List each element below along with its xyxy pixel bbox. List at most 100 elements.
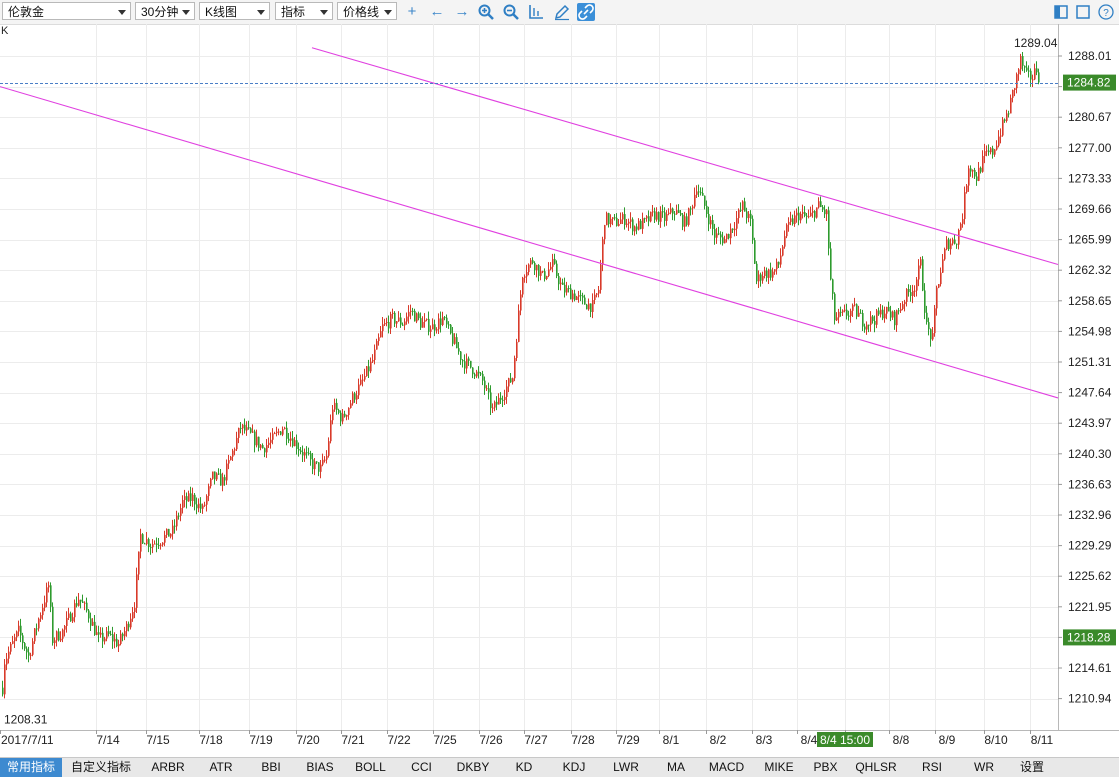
indicator-tab[interactable]: KD	[515, 760, 533, 774]
candle-body	[34, 628, 36, 642]
link-icon[interactable]	[577, 3, 595, 21]
candle-body	[520, 294, 522, 311]
arrow-right-icon[interactable]: →	[454, 3, 470, 20]
candle-body	[428, 318, 430, 332]
indicator-tab[interactable]: MACD	[708, 760, 745, 774]
candle-body	[390, 314, 392, 329]
candle-body	[78, 599, 80, 606]
indicator-tab[interactable]: BBI	[261, 760, 281, 774]
candle-body	[480, 373, 482, 375]
date-tick-label: 7/27	[524, 733, 548, 747]
indicator-tab[interactable]: 设置	[1019, 760, 1044, 774]
candle-body	[862, 313, 864, 327]
candle-body	[982, 155, 984, 172]
price-line-select[interactable]: 价格线	[337, 2, 397, 20]
indicator-tab[interactable]: MA	[667, 760, 685, 774]
candle-body	[696, 191, 698, 195]
candle-body	[596, 293, 598, 295]
candle-body	[324, 459, 326, 461]
candle-body	[854, 304, 856, 306]
indicator-tab[interactable]: ARBR	[151, 760, 185, 774]
candle-body	[224, 477, 226, 481]
candle-body	[672, 208, 674, 214]
date-tick-label: 8/11	[1031, 733, 1054, 747]
candle-body	[822, 206, 824, 210]
zoom-out-icon[interactable]	[502, 3, 520, 21]
indicator-tab[interactable]: MIKE	[764, 760, 794, 774]
zoom-in-icon[interactable]	[477, 3, 495, 21]
candle-body	[170, 533, 172, 537]
date-tick-label: 8/10	[984, 733, 1008, 747]
pencil-icon[interactable]	[553, 3, 571, 21]
candle-body	[778, 261, 780, 265]
candle-body	[754, 240, 756, 264]
candle-body	[362, 379, 364, 381]
price-tick-label: 1251.31	[1068, 355, 1112, 369]
candle-body	[572, 293, 574, 300]
chevron-down-icon	[384, 10, 392, 15]
candle-body	[744, 201, 746, 212]
chart-axis-icon[interactable]	[527, 3, 545, 21]
candle-body	[326, 455, 328, 460]
indicator-tab[interactable]: CCI	[411, 760, 432, 774]
indicator-tab[interactable]: QHLSR	[855, 760, 897, 774]
candle-body	[698, 191, 700, 193]
candle-body	[1028, 70, 1030, 72]
chart-kind-select[interactable]: K线图	[199, 2, 270, 20]
candle-body	[128, 623, 130, 628]
candle-body	[552, 258, 554, 267]
candle-body	[172, 525, 174, 534]
arrow-left-icon[interactable]: ←	[429, 3, 445, 20]
candle-body	[500, 397, 502, 400]
candle-body	[890, 311, 892, 318]
price-tick-label: 1254.98	[1068, 324, 1112, 338]
candle-body	[612, 217, 614, 219]
indicator-tab[interactable]: 常用指标	[0, 758, 62, 777]
candle-body	[1006, 113, 1008, 121]
candle-body	[632, 219, 634, 232]
candle-body	[856, 304, 858, 317]
candle-body	[24, 643, 26, 649]
candle-body	[274, 433, 276, 435]
candle-body	[850, 310, 852, 316]
candlestick-chart[interactable]: 1288.011284.341280.671277.001273.331269.…	[0, 24, 1119, 757]
date-tick-label: 7/18	[199, 733, 223, 747]
indicator-tab[interactable]: 自定义指标	[70, 760, 131, 774]
indicator-select[interactable]: 指标	[275, 2, 333, 20]
candle-body	[534, 262, 536, 271]
candle-body	[110, 633, 112, 635]
candle-body	[302, 452, 304, 456]
candle-body	[550, 266, 552, 270]
candle-body	[670, 208, 672, 213]
layout-split-icon[interactable]	[1052, 3, 1070, 21]
crosshair-icon[interactable]: +	[407, 3, 417, 20]
period-select[interactable]: 30分钟	[135, 2, 195, 20]
indicator-tab[interactable]: BIAS	[306, 760, 334, 774]
toolbar: 伦敦金 30分钟 K线图 指标 价格线 + ← → ?	[0, 0, 1119, 25]
instrument-select[interactable]: 伦敦金	[2, 2, 131, 20]
candle-body	[590, 303, 592, 312]
info-icon[interactable]: ?	[1097, 3, 1115, 21]
candle-body	[426, 318, 428, 320]
indicator-tab[interactable]: PBX	[813, 760, 838, 774]
indicator-tab[interactable]: KDJ	[562, 760, 586, 774]
current-price-tag	[1063, 74, 1116, 91]
indicator-tab[interactable]: DKBY	[456, 760, 490, 774]
indicator-tab[interactable]: ATR	[209, 760, 233, 774]
indicator-tab[interactable]: LWR	[613, 760, 639, 774]
indicator-tab[interactable]: RSI	[921, 760, 942, 774]
indicator-tab[interactable]: BOLL	[355, 760, 386, 774]
candle-body	[386, 321, 388, 323]
candle-body	[94, 621, 96, 635]
candle-body	[440, 318, 442, 325]
candle-body	[396, 321, 398, 324]
window-restore-icon[interactable]	[1074, 3, 1092, 21]
candle-body	[912, 290, 914, 296]
candle-body	[62, 629, 64, 639]
candle-body	[840, 311, 842, 313]
candle-body	[800, 213, 802, 221]
candle-body	[650, 211, 652, 222]
indicator-tab[interactable]: WR	[974, 760, 994, 774]
date-tick-label: 7/20	[296, 733, 320, 747]
candle-body	[402, 324, 404, 326]
